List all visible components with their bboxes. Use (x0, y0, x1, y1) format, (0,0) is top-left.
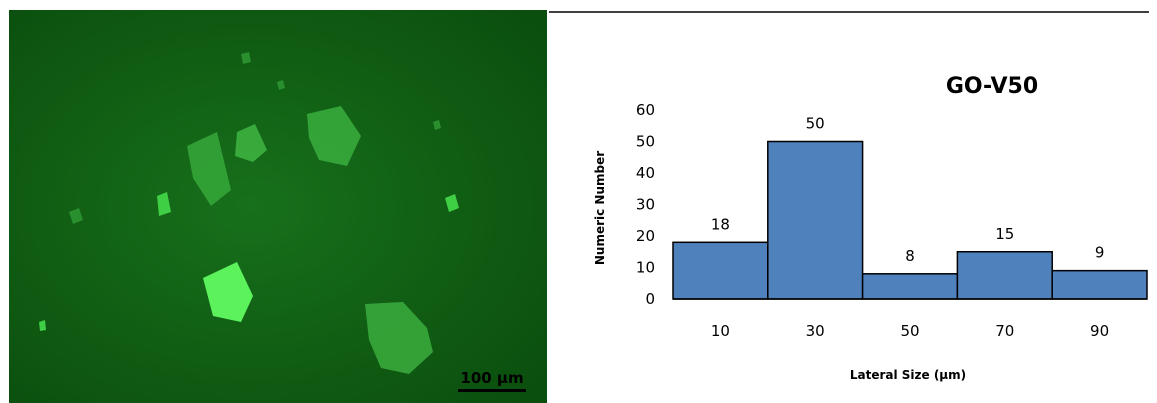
x-tick-label: 90 (1090, 322, 1109, 340)
y-tick-label: 30 (636, 196, 655, 214)
y-tick-label: 0 (645, 290, 655, 308)
histogram-chart: GO-V50 Numeric Number Lateral Size (µm) … (549, 11, 1149, 382)
y-tick-label: 50 (636, 133, 655, 151)
y-tick-label: 40 (636, 164, 655, 182)
y-tick-label: 20 (636, 227, 655, 245)
bar-data-label: 18 (711, 215, 730, 233)
x-tick-label: 50 (900, 322, 919, 340)
micrograph-flakes (9, 10, 547, 403)
scale-bar (458, 389, 526, 392)
y-tick-label: 10 (636, 259, 655, 277)
x-tick-label: 10 (711, 322, 730, 340)
y-axis-ticks: 0 10 20 30 40 50 60 (636, 101, 655, 308)
x-axis-ticks: 10 30 50 70 90 (711, 322, 1109, 340)
bar-data-labels: 18 50 8 15 9 (711, 115, 1105, 265)
bar (1051, 269, 1148, 300)
fluorescence-micrograph: 100 µm (9, 10, 547, 403)
bar-data-label: 8 (905, 247, 915, 265)
y-axis-label: Numeric Number (593, 151, 607, 265)
bars (672, 140, 1148, 300)
bar (956, 251, 1053, 300)
bar-data-label: 9 (1095, 244, 1105, 262)
scale-bar-label: 100 µm (460, 369, 524, 387)
x-axis-label: Lateral Size (µm) (850, 368, 966, 382)
bar-data-label: 50 (806, 115, 825, 133)
y-tick-label: 60 (636, 101, 655, 119)
bar (672, 241, 769, 300)
bar (861, 273, 959, 300)
x-tick-label: 70 (995, 322, 1014, 340)
x-tick-label: 30 (806, 322, 825, 340)
bar (767, 140, 864, 300)
bar-data-label: 15 (995, 225, 1014, 243)
chart-title: GO-V50 (946, 74, 1038, 99)
